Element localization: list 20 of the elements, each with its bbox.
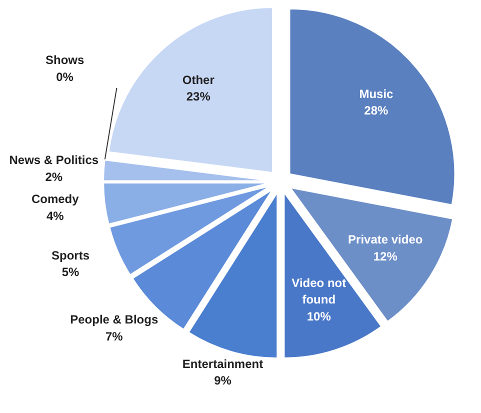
text: 0% <box>56 70 74 84</box>
category-label: Shows <box>45 53 84 68</box>
slice-label: Private video <box>348 232 423 247</box>
slice-label: People & Blogs <box>70 312 158 326</box>
data-label: 28% <box>364 104 389 118</box>
data-label: 4% <box>46 208 64 223</box>
slice-label: Sports <box>52 248 90 262</box>
data-label: 2% <box>45 170 63 184</box>
data-label: 23% <box>186 90 211 104</box>
slice-label: Entertainment <box>182 356 264 371</box>
slice-label: Music <box>359 86 394 101</box>
slice-label: Other <box>182 72 215 87</box>
data-label: 10% <box>306 309 332 324</box>
slice-label: Comedy <box>31 192 80 206</box>
data-label: 12% <box>373 249 398 264</box>
data-label: 5% <box>62 265 80 280</box>
data-label: 9% <box>214 374 232 388</box>
slice-label: Video not found <box>292 276 346 307</box>
slice-label: News & Politics <box>9 153 99 168</box>
data-label: 7% <box>105 329 124 344</box>
